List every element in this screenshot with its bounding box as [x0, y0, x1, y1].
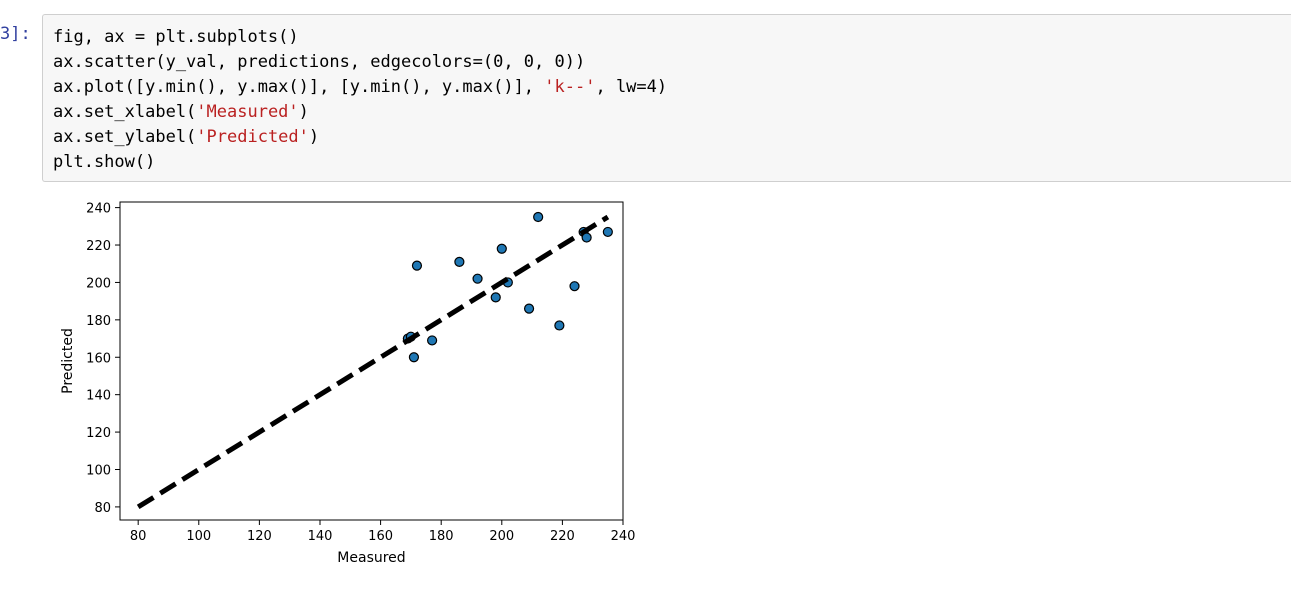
code-token: fig, ax = plt.subplots(): [53, 27, 299, 47]
code-line: ax.set_xlabel('Measured'): [53, 102, 309, 122]
scatter-point: [472, 273, 483, 284]
code-token: , lw=4): [595, 77, 668, 97]
code-line: ax.scatter(y_val, predictions, edgecolor…: [53, 52, 585, 72]
x-axis-label: Measured: [337, 550, 405, 566]
scatter-point: [408, 352, 420, 363]
code-line: ax.plot([y.min(), y.max()], [y.min(), y.…: [53, 77, 667, 97]
cell-prompt: 3]:: [0, 24, 31, 44]
scatter-point: [454, 256, 465, 267]
x-tick-label: 160: [368, 529, 393, 544]
code-token: ax.set_ylabel(: [53, 127, 197, 147]
code-string-token: 'k--': [544, 77, 596, 97]
x-tick-label: 140: [308, 529, 333, 544]
code-line: plt.show(): [53, 152, 155, 172]
scatter-point: [581, 232, 592, 243]
x-tick-label: 180: [429, 529, 454, 544]
scatter-point: [490, 292, 501, 303]
scatter-point: [496, 243, 507, 254]
y-tick-label: 140: [86, 389, 111, 404]
code-line: fig, ax = plt.subplots(): [53, 27, 299, 47]
code-token: ): [308, 127, 320, 147]
reference-line: [136, 214, 610, 510]
scatter-point: [427, 335, 438, 346]
y-tick-label: 220: [86, 239, 111, 254]
code-editor[interactable]: fig, ax = plt.subplots() ax.scatter(y_va…: [53, 25, 667, 175]
x-tick-label: 200: [489, 529, 514, 544]
x-tick-label: 220: [550, 529, 575, 544]
scatter-point: [554, 320, 565, 331]
scatter-point: [523, 303, 535, 314]
y-tick-label: 120: [86, 426, 111, 441]
x-tick-label: 240: [611, 529, 636, 544]
code-line: ax.set_ylabel('Predicted'): [53, 127, 319, 147]
y-tick-label: 180: [86, 314, 111, 329]
y-tick-label: 160: [86, 351, 111, 366]
scatter-chart: 80 100 120 140 160 180 200 220 240 80 100 120 140 160…: [60, 201, 636, 566]
code-string-token: 'Predicted': [196, 127, 309, 147]
code-token: ): [298, 102, 309, 122]
code-token: ax.plot([y.min(), y.max()], [y.min(), y.…: [53, 77, 545, 97]
x-tick-label: 120: [247, 529, 272, 544]
y-tick-label: 80: [94, 501, 111, 516]
x-tick-label: 100: [186, 529, 211, 544]
y-tick-label: 100: [86, 463, 111, 478]
scatter-point: [533, 211, 544, 223]
y-tick-label: 200: [86, 276, 111, 291]
scatter-point: [411, 260, 423, 271]
code-token: ax.set_xlabel(: [53, 102, 197, 122]
y-tick-label: 240: [86, 202, 111, 217]
scatter-point: [569, 281, 580, 292]
code-token: ax.scatter(y_val, predictions, edgecolor…: [53, 52, 586, 72]
code-token: plt.show(): [53, 152, 156, 172]
code-string-token: 'Measured': [196, 102, 299, 122]
x-tick-label: 80: [130, 529, 147, 544]
cell-output: 80 100 120 140 160 180 200 220 240 80 100 120 140 160…: [50, 190, 650, 586]
code-cell-input[interactable]: fig, ax = plt.subplots() ax.scatter(y_va…: [42, 14, 1291, 182]
y-axis-label: Predicted: [60, 328, 76, 394]
plot-layer: 80 100 120 140 160 180 200 220 240 80 100 120 140 160…: [60, 201, 636, 566]
scatter-point: [602, 226, 613, 238]
